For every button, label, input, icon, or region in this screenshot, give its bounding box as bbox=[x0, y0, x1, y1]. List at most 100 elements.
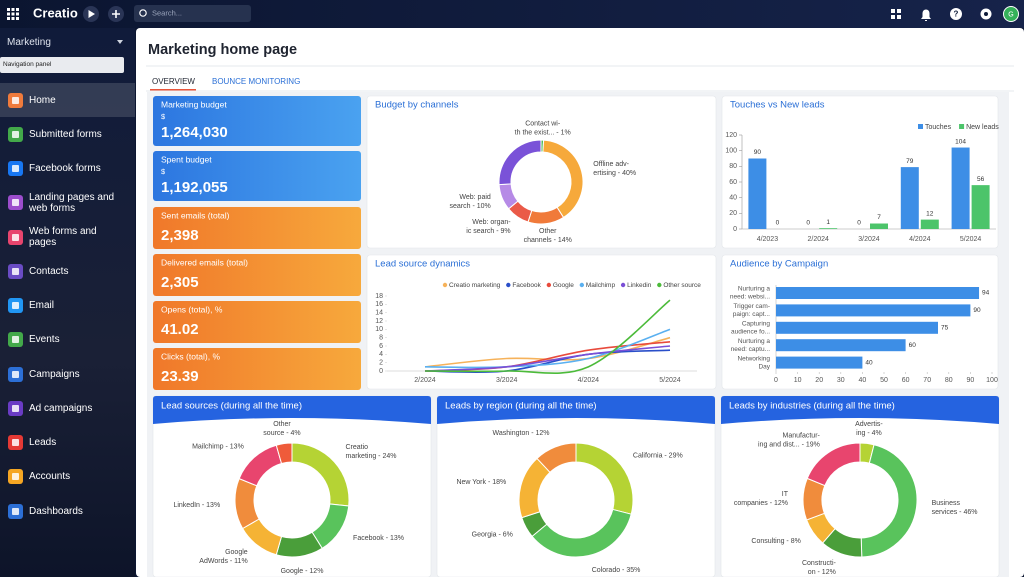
y-tick-label: need: websi... bbox=[730, 294, 770, 301]
y-tick-label: 4 bbox=[379, 351, 383, 358]
widget-card bbox=[366, 95, 717, 249]
slice-label: Creatio bbox=[346, 444, 369, 451]
slice-label: channels - 14% bbox=[524, 237, 572, 244]
nav-label: Events bbox=[29, 334, 60, 346]
nav-icon bbox=[8, 263, 23, 279]
widget-title: Lead sources (during all the time) bbox=[161, 401, 302, 412]
metric-label: Clicks (total), % bbox=[161, 351, 220, 361]
widget-header bbox=[437, 396, 715, 418]
y-tick-label: 18 bbox=[375, 293, 383, 300]
tab[interactable]: BOUNCE MONITORING bbox=[212, 77, 300, 86]
bar bbox=[776, 304, 971, 317]
search-box[interactable] bbox=[134, 5, 251, 22]
bar bbox=[951, 147, 970, 229]
avatar-initial: G bbox=[1008, 11, 1013, 18]
slice-label: companies - 12% bbox=[734, 500, 788, 507]
x-tick-label: 2/2024 bbox=[414, 377, 436, 384]
widget-header-curve bbox=[437, 418, 715, 424]
nav-item[interactable]: Submitted forms bbox=[0, 117, 135, 151]
tab-indicator bbox=[150, 89, 196, 91]
slice-label: IT bbox=[782, 491, 789, 498]
nav-label: Submitted forms bbox=[29, 128, 102, 140]
nav-label: Leads bbox=[29, 437, 57, 449]
nav-label: Facebook forms bbox=[29, 163, 101, 175]
legend-label: New leads bbox=[966, 124, 999, 131]
x-tick-label: 5/2024 bbox=[659, 377, 681, 384]
bar bbox=[748, 158, 767, 229]
logo[interactable]: Creatio bbox=[33, 5, 78, 20]
tab[interactable]: OVERVIEW bbox=[152, 77, 195, 86]
slice-label: Manufactur- bbox=[783, 433, 821, 440]
nav-list: Home Submitted forms Facebook forms Landing… bbox=[0, 83, 135, 528]
nav-item[interactable]: Accounts bbox=[0, 460, 135, 494]
nav-item[interactable]: Ad campaigns bbox=[0, 391, 135, 425]
slice-label: Offline adv- bbox=[593, 161, 629, 168]
apps-grid[interactable] bbox=[7, 8, 19, 20]
slice-label: Constructi- bbox=[802, 560, 837, 567]
y-tick-label: need: captu... bbox=[731, 346, 771, 353]
nav-label: Campaigns bbox=[29, 368, 80, 380]
y-tick-label: Trigger cam- bbox=[733, 303, 770, 310]
run-icon bbox=[88, 10, 95, 18]
nav-item[interactable]: Home bbox=[0, 83, 135, 118]
slice-label: Other bbox=[539, 228, 557, 235]
nav-item[interactable]: Facebook forms bbox=[0, 152, 135, 186]
legend-dot bbox=[657, 282, 662, 288]
bar bbox=[920, 219, 939, 229]
sidebar: Marketing Navigation panel Home Submitted… bbox=[0, 28, 135, 577]
notifications-icon[interactable] bbox=[921, 9, 931, 22]
slice-label: Mailchimp - 13% bbox=[192, 443, 244, 450]
metric-value: 41.02 bbox=[161, 321, 199, 338]
nav-item[interactable]: Web forms and pages bbox=[0, 220, 135, 254]
widget-card bbox=[366, 254, 717, 390]
legend-label: Facebook bbox=[512, 282, 541, 289]
metric-unit: $ bbox=[161, 112, 166, 121]
nav-item[interactable]: Campaigns bbox=[0, 357, 135, 391]
donut-slice bbox=[498, 139, 542, 186]
nav-item[interactable]: Events bbox=[0, 323, 135, 357]
metric-card bbox=[153, 301, 361, 343]
y-tick-label: 12 bbox=[375, 318, 383, 325]
legend-dot bbox=[620, 282, 626, 288]
widget-header bbox=[721, 396, 999, 418]
metric-value: 23.39 bbox=[161, 368, 199, 385]
help-icon[interactable] bbox=[950, 8, 962, 20]
slice-label: Web: paid bbox=[459, 194, 490, 201]
slice-label: th the exist... - 1% bbox=[515, 129, 571, 136]
y-tick-label: 20 bbox=[729, 210, 737, 217]
section-caret[interactable] bbox=[117, 40, 123, 44]
data-label: 79 bbox=[906, 158, 914, 165]
x-tick-label: 4/2024 bbox=[909, 236, 931, 243]
metric-label: Delivered emails (total) bbox=[161, 257, 248, 267]
avatar[interactable] bbox=[1003, 6, 1019, 22]
nav-icon bbox=[8, 92, 23, 108]
y-tick-label: 40 bbox=[729, 195, 737, 202]
nav-item[interactable]: Leads bbox=[0, 426, 135, 460]
x-tick-label: 0 bbox=[774, 377, 778, 384]
y-tick-label: 60 bbox=[729, 179, 737, 186]
slice-label: ing - 4% bbox=[856, 430, 882, 437]
nav-item[interactable]: Contacts bbox=[0, 254, 135, 288]
nav-icon bbox=[8, 469, 23, 485]
nav-item[interactable]: Dashboards bbox=[0, 494, 135, 528]
legend-swatch bbox=[918, 124, 923, 129]
slice-label: Washington - 12% bbox=[493, 430, 550, 437]
nav-icon bbox=[8, 161, 23, 177]
y-tick-label: 0 bbox=[733, 226, 737, 233]
widget-header-curve bbox=[721, 418, 999, 424]
y-tick-label: Networking bbox=[737, 355, 770, 362]
section-name[interactable]: Marketing bbox=[7, 37, 51, 48]
metric-label: Spent budget bbox=[161, 154, 212, 164]
legend-dot bbox=[442, 282, 448, 288]
launcher-icon[interactable] bbox=[891, 9, 901, 19]
nav-item[interactable]: Email bbox=[0, 289, 135, 323]
donut-slice bbox=[806, 442, 861, 487]
nav-label: Home bbox=[29, 94, 56, 106]
slice-label: AdWords - 11% bbox=[199, 558, 247, 565]
nav-item[interactable]: Landing pages and web forms bbox=[0, 186, 135, 220]
x-tick-label: 40 bbox=[859, 377, 867, 384]
data-label: 94 bbox=[982, 290, 990, 297]
x-tick-label: 30 bbox=[837, 377, 845, 384]
